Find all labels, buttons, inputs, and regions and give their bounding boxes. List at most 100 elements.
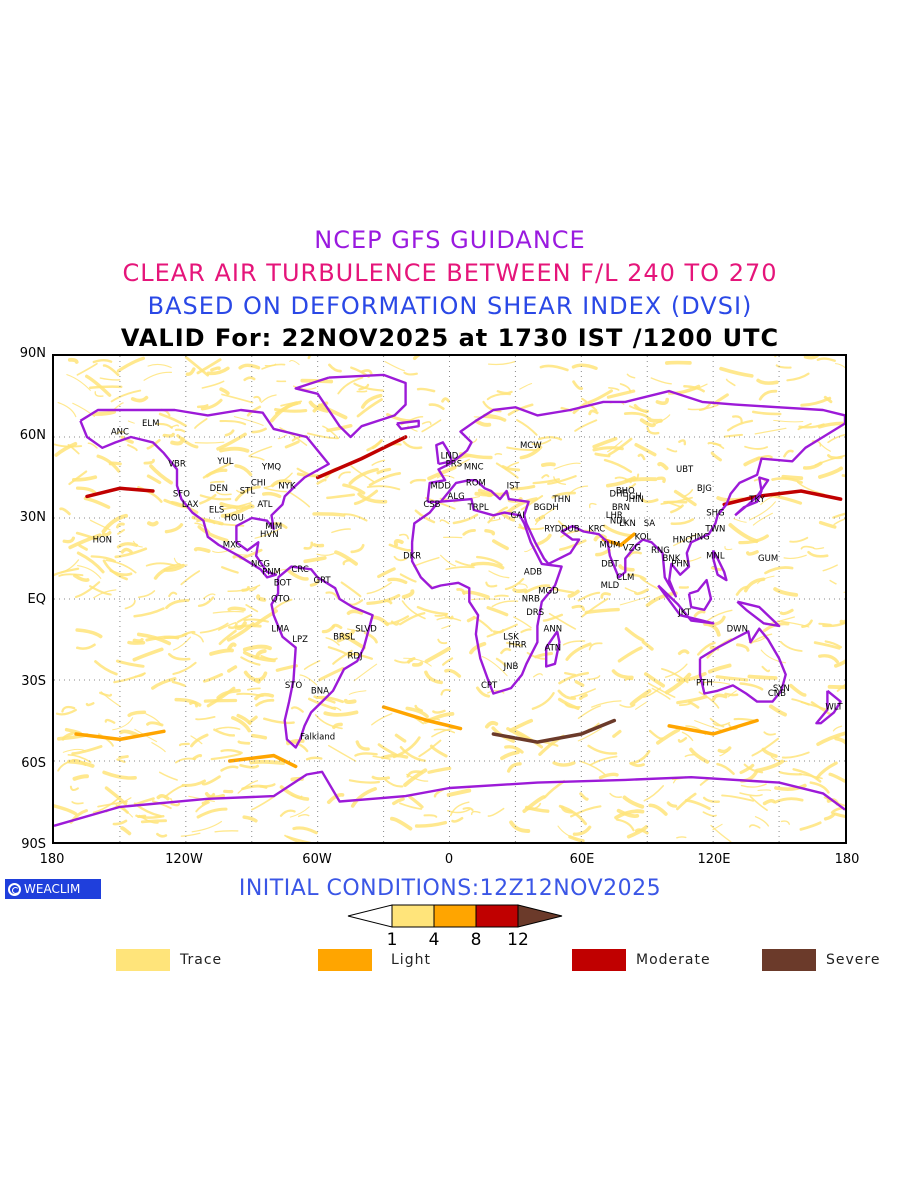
- station-label: LPZ: [292, 635, 308, 645]
- station-label: ANC: [111, 427, 129, 437]
- turbulence-trace-streak: [325, 712, 356, 715]
- turbulence-trace-streak: [422, 420, 440, 431]
- turbulence-trace-streak: [775, 589, 796, 595]
- turbulence-trace-streak: [782, 821, 790, 824]
- lon-label-0: 0: [419, 852, 479, 867]
- turbulence-trace-streak: [772, 495, 801, 503]
- turbulence-trace-streak: [650, 731, 662, 739]
- turbulence-trace-streak: [784, 451, 792, 456]
- turbulence-trace-streak: [706, 610, 732, 621]
- turbulence-trace-streak: [346, 701, 355, 702]
- turbulence-trace-streak: [75, 776, 88, 779]
- turbulence-trace-streak: [144, 372, 171, 380]
- turbulence-trace-streak: [514, 590, 525, 591]
- turbulence-trace-streak: [703, 812, 716, 816]
- station-label: NRB: [522, 595, 540, 605]
- turbulence-trace-streak: [114, 673, 144, 682]
- turbulence-trace-streak: [64, 538, 73, 541]
- colorbar: [345, 902, 567, 932]
- turbulence-trace-streak: [198, 809, 226, 817]
- turbulence-trace-streak: [823, 565, 837, 571]
- turbulence-trace-streak: [229, 608, 244, 609]
- station-label: LMA: [271, 624, 289, 634]
- turbulence-trace-streak: [169, 593, 176, 596]
- turbulence-trace-streak: [760, 391, 776, 399]
- turbulence-trace-streak: [726, 694, 738, 695]
- turbulence-trace-streak: [94, 360, 111, 362]
- turbulence-trace-streak: [250, 457, 264, 460]
- turbulence-trace-streak: [601, 774, 618, 777]
- turbulence-trace-streak: [590, 504, 596, 508]
- title-line-1: NCEP GFS GUIDANCE: [0, 226, 900, 254]
- turbulence-trace-streak: [742, 784, 767, 787]
- turbulence-trace-streak: [636, 702, 647, 709]
- turbulence-jet-streak: [318, 437, 406, 478]
- turbulence-trace-streak: [59, 574, 82, 576]
- turbulence-trace-streak: [565, 673, 575, 675]
- turbulence-trace-streak: [390, 545, 410, 551]
- turbulence-trace-streak: [357, 742, 368, 749]
- station-label: KOL: [635, 533, 652, 543]
- turbulence-trace-streak: [780, 772, 801, 774]
- turbulence-trace-streak: [194, 756, 201, 759]
- turbulence-trace-streak: [257, 700, 273, 705]
- turbulence-trace-streak: [198, 360, 220, 373]
- turbulence-trace-streak: [536, 654, 552, 657]
- lat-label-eq: EQ: [0, 592, 46, 607]
- station-label: DWN: [727, 624, 748, 634]
- turbulence-trace-streak: [314, 514, 344, 515]
- turbulence-trace-streak: [57, 710, 76, 714]
- turbulence-trace-streak: [750, 825, 760, 828]
- turbulence-trace-streak: [539, 536, 550, 544]
- legend-swatch-light: [318, 949, 372, 971]
- turbulence-trace-streak: [202, 400, 221, 409]
- turbulence-trace-streak: [139, 591, 155, 597]
- turbulence-trace-streak: [286, 442, 298, 447]
- turbulence-trace-streak: [643, 642, 652, 649]
- turbulence-trace-streak: [625, 413, 647, 417]
- turbulence-trace-streak: [758, 790, 771, 791]
- turbulence-trace-streak: [281, 811, 295, 816]
- turbulence-trace-streak: [472, 812, 480, 815]
- turbulence-map: ANC ELM VBR YUL YMQ CHI DEN SFO LAX STL NYK ATL ELS H…: [52, 354, 847, 844]
- turbulence-trace-streak: [781, 610, 792, 613]
- station-label: IST: [507, 481, 521, 491]
- turbulence-trace-streak: [543, 464, 554, 465]
- station-label: HRR: [508, 641, 526, 651]
- turbulence-trace-streak: [614, 671, 632, 677]
- station-label: DUB: [561, 525, 580, 535]
- map-canvas: ANCELMVBR YULYMQCHIDENSFOLAXSTLNYKATLELSH…: [54, 356, 845, 842]
- station-label: THN: [552, 495, 571, 505]
- station-label: HOU: [225, 514, 244, 524]
- turbulence-trace-streak: [198, 405, 207, 407]
- turbulence-trace-streak: [627, 374, 634, 377]
- turbulence-trace-streak: [90, 387, 121, 388]
- turbulence-trace-streak: [158, 424, 172, 428]
- turbulence-trace-streak: [614, 732, 620, 737]
- turbulence-trace-streak: [212, 368, 220, 370]
- turbulence-trace-streak: [196, 717, 215, 719]
- turbulence-trace-streak: [342, 583, 361, 597]
- turbulence-trace-streak: [488, 809, 503, 817]
- turbulence-trace-streak: [835, 814, 845, 817]
- coastline-iceland: [397, 421, 419, 429]
- station-label: GRT: [314, 576, 332, 586]
- turbulence-trace-streak: [339, 472, 350, 478]
- turbulence-trace-streak: [122, 549, 131, 552]
- turbulence-trace-streak: [489, 571, 509, 578]
- turbulence-trace-streak: [252, 796, 275, 809]
- turbulence-trace-streak: [791, 686, 805, 695]
- legend-swatch-severe: [762, 949, 816, 971]
- turbulence-trace-streak: [425, 815, 437, 817]
- turbulence-trace-streak: [217, 727, 240, 729]
- turbulence-trace-streak: [221, 421, 246, 424]
- turbulence-trace-streak: [244, 817, 256, 821]
- turbulence-trace-streak: [181, 833, 200, 836]
- turbulence-trace-streak: [172, 804, 179, 805]
- turbulence-trace-streak: [740, 793, 762, 796]
- turbulence-trace-streak: [72, 802, 83, 804]
- turbulence-trace-streak: [329, 365, 340, 371]
- turbulence-trace-streak: [758, 380, 777, 383]
- turbulence-trace-streak: [385, 600, 391, 603]
- turbulence-trace-streak: [509, 764, 520, 771]
